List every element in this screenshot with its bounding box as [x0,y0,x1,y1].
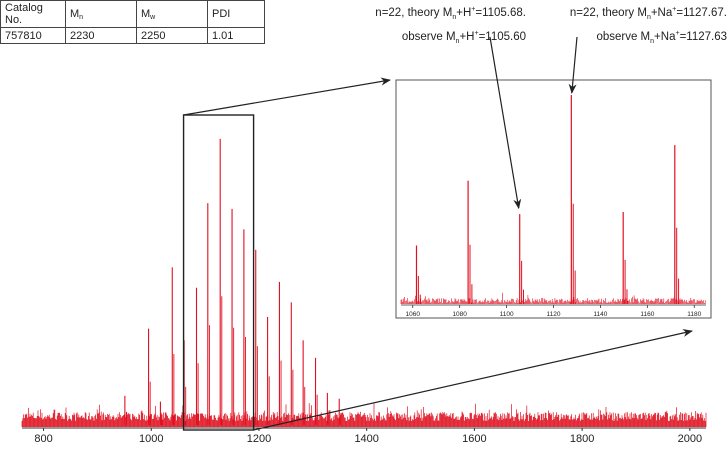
main-x-tick-label: 1800 [570,433,594,445]
inset-x-tick-label: 1060 [405,311,420,318]
main-x-tick-label: 2000 [678,433,702,445]
cell-catalog: 757810 [0,27,66,44]
inset-x-tick-label: 1100 [500,311,514,318]
table-row: 757810 2230 2250 1.01 [0,27,265,44]
inset-x-tick-label: 1120 [547,311,561,318]
main-x-tick-label: 1200 [247,433,271,445]
header-pdi: PDI [207,0,265,28]
zoom-region-box [182,114,255,431]
annotation-protonated-observed: observe Mn+H+=1105.60 [401,30,526,46]
inset-x-tick-label: 1080 [452,311,467,318]
cell-mw: 2250 [136,27,208,44]
cell-pdi: 1.01 [207,27,265,44]
main-x-tick-label: 1000 [139,433,163,445]
annotation-sodiated-theory: n=22, theory Mn+Na+=1127.67. [569,6,727,22]
inset-x-tick-label: 1180 [687,311,701,318]
main-x-tick-label: 1400 [354,433,378,445]
header-mn-sub: n [79,13,84,21]
header-mw-sub: w [150,13,156,21]
protonated-callout-arrow [489,36,522,210]
main-x-tick-label: 800 [34,433,52,445]
annotation-protonated: n=22, theory Mn+H+=1105.68. observe Mn+H… [375,2,526,50]
annotation-sodiated: n=22, theory Mn+Na+=1127.67. observe Mn+… [570,2,727,50]
annotation-protonated-theory: n=22, theory Mn+H+=1105.68. [375,6,526,22]
catalog-table: Catalog No. Mn Mw PDI 757810 2230 2250 1… [0,0,265,44]
header-mw-letter: M [141,7,151,20]
sodiated-callout-arrow [568,36,578,94]
zoom-arrow-top [183,77,391,116]
header-catalog: Catalog No. [0,0,66,28]
inset-x-tick-label: 1140 [593,311,607,318]
inset-x-tick-label: 1160 [640,311,654,318]
zoom-overlay [182,36,693,431]
inset-spectrum: 1060 1080 1100 1120 1140 1160 1180 [395,79,712,319]
main-x-tick-label: 1600 [462,433,486,445]
main-spectrum: 800 1000 1200 1400 1600 1800 2000 [21,138,707,445]
annotation-sodiated-observed: observe Mn+Na+=1127.63 [596,30,727,46]
zoom-arrow-bottom [253,329,693,431]
header-mn-letter: M [70,7,80,20]
inset-frame [395,79,712,319]
